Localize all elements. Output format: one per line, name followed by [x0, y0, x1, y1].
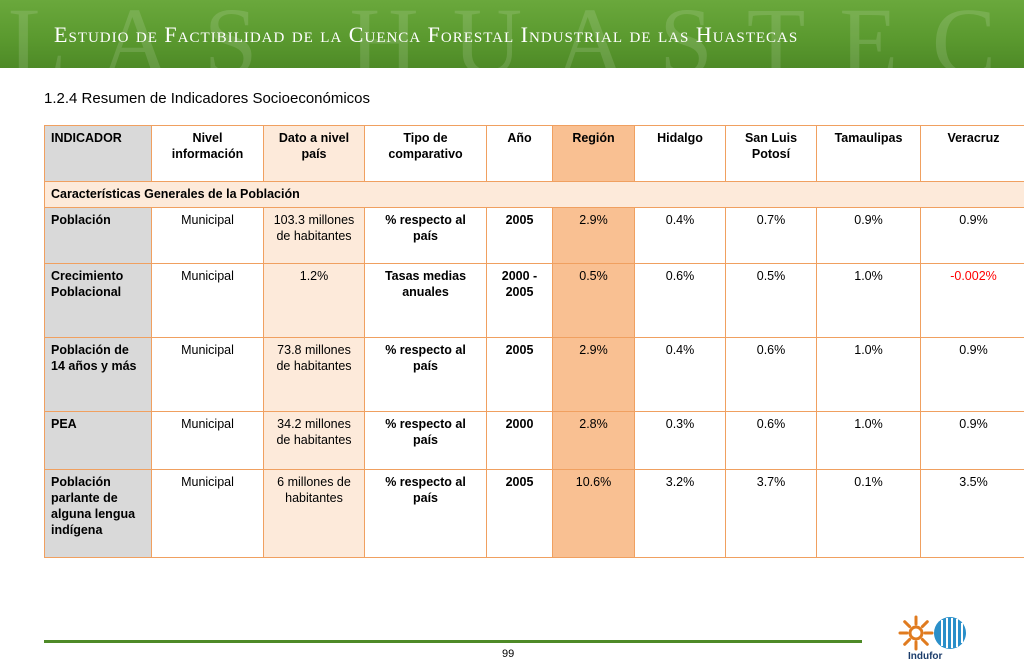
- cell-tipo: Tasas medias anuales: [364, 263, 487, 338]
- header-region: Región: [552, 125, 635, 182]
- cell-tamaulipas: 1.0%: [816, 263, 921, 338]
- cell-dato: 1.2%: [263, 263, 365, 338]
- page-number: 99: [502, 648, 515, 660]
- cell-veracruz: 0.9%: [920, 207, 1024, 264]
- cell-anio: 2005: [486, 337, 553, 412]
- footer-rule: [44, 640, 862, 643]
- table-row: PEA Municipal 34.2 millones de habitante…: [44, 411, 1024, 470]
- indicators-table: INDICADOR Nivel información Dato a nivel…: [44, 125, 1024, 558]
- cell-tipo: % respecto al país: [364, 411, 487, 470]
- table-row: Crecimiento Poblacional Municipal 1.2% T…: [44, 263, 1024, 338]
- cell-region: 2.9%: [552, 207, 635, 264]
- document-title: Estudio de Factibilidad de la Cuenca For…: [54, 22, 799, 47]
- banner-watermark: LAS HUASTECAS: [8, 0, 1024, 68]
- cell-nivel: Municipal: [151, 207, 264, 264]
- cell-region: 0.5%: [552, 263, 635, 338]
- cell-region: 2.8%: [552, 411, 635, 470]
- cell-dato: 34.2 millones de habitantes: [263, 411, 365, 470]
- cell-anio: 2005: [486, 207, 553, 264]
- section-title: 1.2.4 Resumen de Indicadores Socioeconóm…: [44, 90, 371, 107]
- cell-veracruz: 0.9%: [920, 411, 1024, 470]
- cell-anio: 2000 - 2005: [486, 263, 553, 338]
- header-banner: LAS HUASTECAS Estudio de Factibilidad de…: [0, 0, 1024, 68]
- cell-anio: 2005: [486, 469, 553, 558]
- cell-tipo: % respecto al país: [364, 469, 487, 558]
- cell-indicador: PEA: [44, 411, 152, 470]
- header-tamaulipas: Tamaulipas: [816, 125, 921, 182]
- cell-indicador: Población: [44, 207, 152, 264]
- header-indicador: INDICADOR: [44, 125, 152, 182]
- cell-veracruz: 3.5%: [920, 469, 1024, 558]
- header-anio: Año: [486, 125, 553, 182]
- header-dato-pais: Dato a nivel país: [263, 125, 365, 182]
- cell-region: 10.6%: [552, 469, 635, 558]
- cell-nivel: Municipal: [151, 469, 264, 558]
- cell-veracruz: 0.9%: [920, 337, 1024, 412]
- logo-text: Indufor: [908, 651, 943, 662]
- cell-tamaulipas: 1.0%: [816, 337, 921, 412]
- section-row: Características Generales de la Població…: [44, 181, 1024, 208]
- cell-nivel: Municipal: [151, 263, 264, 338]
- cell-hidalgo: 0.6%: [634, 263, 726, 338]
- header-hidalgo: Hidalgo: [634, 125, 726, 182]
- cell-tamaulipas: 0.1%: [816, 469, 921, 558]
- cell-anio: 2000: [486, 411, 553, 470]
- header-veracruz: Veracruz: [920, 125, 1024, 182]
- cell-slp: 0.6%: [725, 411, 817, 470]
- cell-hidalgo: 0.4%: [634, 337, 726, 412]
- cell-dato: 73.8 millones de habitantes: [263, 337, 365, 412]
- section-label: Características Generales de la Població…: [44, 181, 1024, 208]
- cell-slp: 0.7%: [725, 207, 817, 264]
- cell-hidalgo: 0.4%: [634, 207, 726, 264]
- header-nivel: Nivel información: [151, 125, 264, 182]
- cell-indicador: Población parlante de alguna lengua indí…: [44, 469, 152, 558]
- indufor-logo-icon: [898, 615, 966, 651]
- cell-hidalgo: 3.2%: [634, 469, 726, 558]
- cell-nivel: Municipal: [151, 411, 264, 470]
- cell-tamaulipas: 1.0%: [816, 411, 921, 470]
- header-tipo: Tipo de comparativo: [364, 125, 487, 182]
- cell-veracruz: -0.002%: [920, 263, 1024, 338]
- table-row: Población Municipal 103.3 millones de ha…: [44, 207, 1024, 264]
- cell-indicador: Crecimiento Poblacional: [44, 263, 152, 338]
- logo-sunburst-icon: [898, 615, 934, 651]
- cell-hidalgo: 0.3%: [634, 411, 726, 470]
- cell-region: 2.9%: [552, 337, 635, 412]
- cell-tipo: % respecto al país: [364, 337, 487, 412]
- cell-dato: 103.3 millones de habitantes: [263, 207, 365, 264]
- cell-slp: 0.6%: [725, 337, 817, 412]
- table-header-row: INDICADOR Nivel información Dato a nivel…: [44, 125, 1024, 182]
- cell-dato: 6 millones de habitantes: [263, 469, 365, 558]
- cell-slp: 0.5%: [725, 263, 817, 338]
- cell-tipo: % respecto al país: [364, 207, 487, 264]
- cell-tamaulipas: 0.9%: [816, 207, 921, 264]
- cell-indicador: Población de 14 años y más: [44, 337, 152, 412]
- cell-slp: 3.7%: [725, 469, 817, 558]
- table-row: Población parlante de alguna lengua indí…: [44, 469, 1024, 558]
- table-row: Población de 14 años y más Municipal 73.…: [44, 337, 1024, 412]
- cell-nivel: Municipal: [151, 337, 264, 412]
- header-slp: San Luis Potosí: [725, 125, 817, 182]
- logo-globe-icon: [934, 617, 966, 649]
